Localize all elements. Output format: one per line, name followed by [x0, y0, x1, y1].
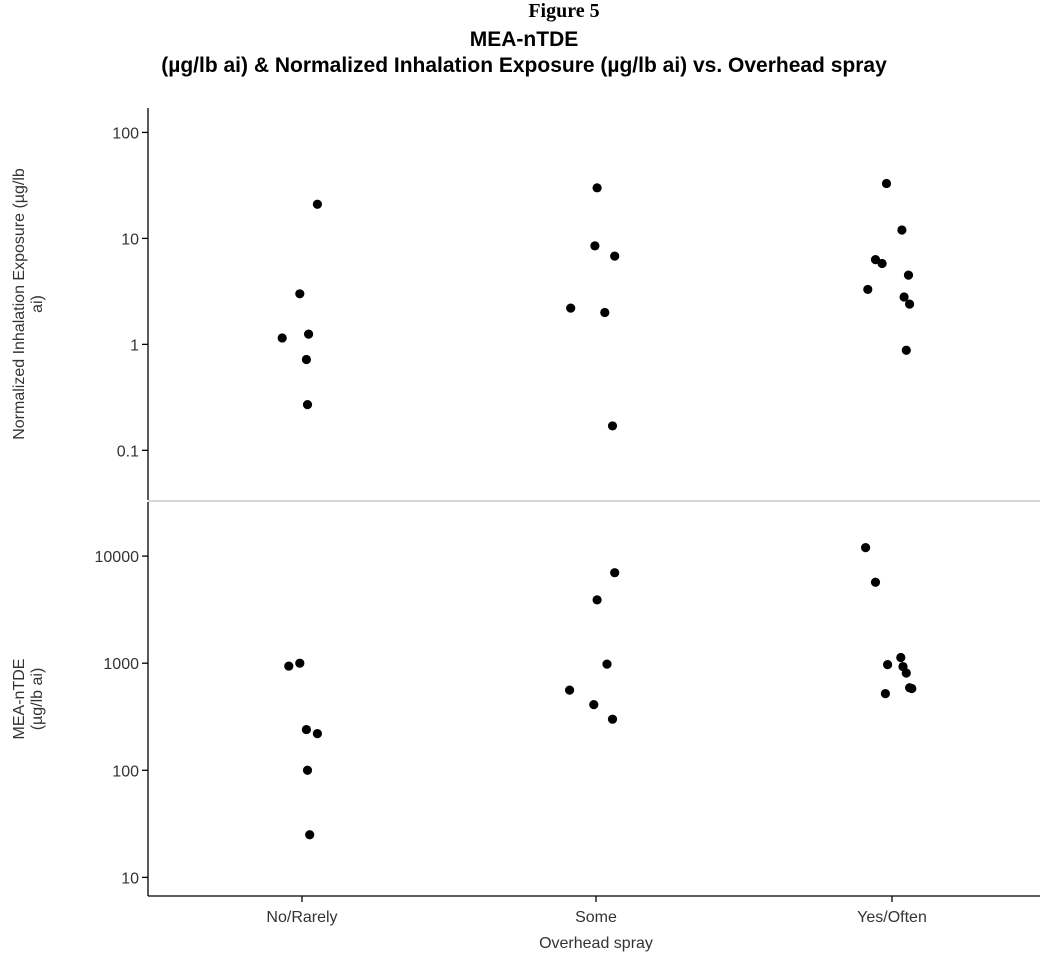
- y-tick-label-1-0: 10: [121, 870, 139, 887]
- data-point-0-19: [905, 299, 915, 309]
- data-point-1-17: [901, 668, 911, 678]
- data-point-0-0: [312, 199, 322, 209]
- x-axis-title: Overhead spray: [539, 935, 653, 952]
- data-point-0-20: [901, 345, 911, 355]
- y-tick-label-1-2: 1000: [103, 656, 139, 673]
- chart-title-line2: (µg/lb ai) & Normalized Inhalation Expos…: [161, 54, 887, 77]
- data-point-1-6: [610, 568, 620, 578]
- data-point-1-12: [861, 543, 871, 553]
- data-point-0-15: [877, 258, 887, 269]
- data-point-0-4: [301, 354, 311, 365]
- data-point-0-7: [590, 241, 600, 251]
- data-point-0-13: [897, 225, 907, 235]
- data-point-1-7: [592, 595, 602, 605]
- figure-label: Figure 5: [528, 0, 600, 22]
- data-point-1-10: [589, 700, 599, 710]
- data-point-0-3: [277, 333, 287, 343]
- y-axis-title-0-0: Normalized Inhalation Exposure (µg/lb: [11, 168, 28, 440]
- y-axis-title-1-0: MEA-nTDE: [11, 659, 28, 740]
- y-tick-label-1-1: 100: [112, 763, 139, 780]
- data-point-1-3: [312, 729, 322, 739]
- data-point-1-4: [302, 765, 313, 775]
- data-point-0-12: [881, 178, 892, 189]
- data-point-0-18: [899, 292, 909, 302]
- data-point-1-8: [602, 659, 612, 669]
- data-point-0-2: [304, 329, 314, 339]
- y-tick-label-0-0: 0.1: [117, 443, 139, 460]
- x-tick-label-0: No/Rarely: [266, 909, 337, 926]
- data-point-1-9: [565, 685, 575, 695]
- data-point-0-17: [863, 284, 873, 295]
- data-point-1-19: [907, 683, 917, 694]
- data-point-0-11: [607, 421, 618, 431]
- plot-area: 0.1 1 10 100 Normalized Inhalation Exposure …: [11, 108, 1040, 926]
- data-point-0-1: [295, 289, 305, 299]
- y-tick-label-1-3: 10000: [95, 549, 140, 566]
- y-tick-label-0-2: 10: [121, 231, 139, 248]
- data-point-0-8: [610, 251, 620, 261]
- data-point-1-1: [284, 661, 294, 671]
- data-point-1-15: [883, 660, 893, 670]
- data-point-0-6: [592, 183, 602, 193]
- data-point-0-5: [302, 400, 313, 410]
- data-point-1-0: [295, 658, 305, 668]
- y-axis-title-0-1: ai): [29, 295, 46, 313]
- data-point-1-14: [896, 652, 906, 663]
- y-tick-label-0-3: 100: [112, 125, 139, 142]
- data-point-1-20: [880, 689, 891, 699]
- x-tick-label-1: Some: [575, 909, 617, 926]
- data-point-1-11: [607, 714, 618, 724]
- y-tick-label-0-1: 1: [130, 337, 139, 354]
- data-point-0-16: [903, 270, 914, 280]
- data-point-1-5: [305, 830, 315, 840]
- data-point-0-10: [600, 307, 610, 318]
- y-axis-title-1-1: (µg/lb ai): [29, 668, 46, 731]
- data-point-0-9: [566, 303, 576, 313]
- data-point-1-13: [870, 577, 881, 587]
- x-tick-label-2: Yes/Often: [857, 909, 927, 926]
- chart-title-line1: MEA-nTDE: [470, 28, 579, 51]
- data-point-1-2: [301, 724, 311, 735]
